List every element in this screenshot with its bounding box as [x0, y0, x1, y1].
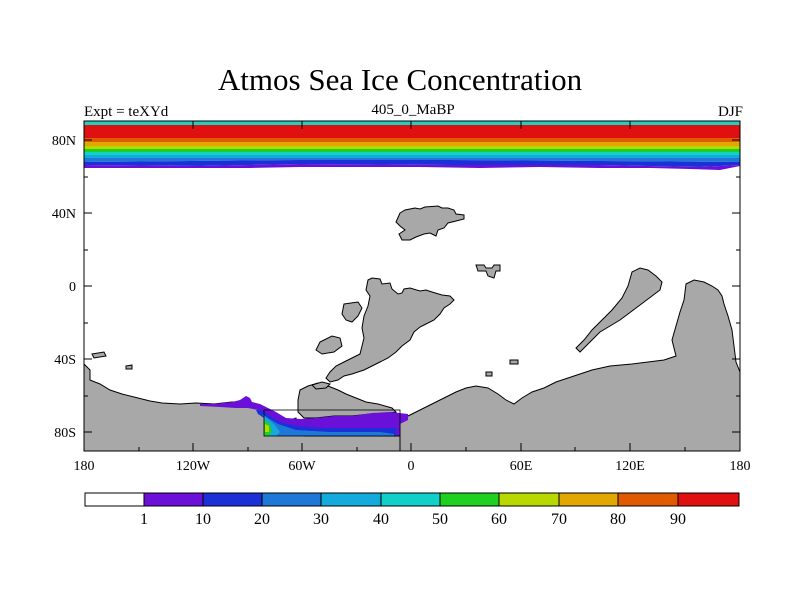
colorbar-label-30: 30: [313, 511, 329, 528]
x-tick-120w: 120W: [176, 459, 211, 474]
colorbar-label-20: 20: [254, 511, 270, 528]
y-tick-40n: 40N: [52, 207, 76, 222]
x-tick-120e: 120E: [615, 459, 645, 474]
colorbar-box-8: [558, 492, 619, 507]
colorbar-label-70: 70: [551, 511, 567, 528]
colorbar-box-5: [380, 492, 441, 507]
x-tick-180e: 180: [730, 459, 751, 474]
x-tick-0: 0: [408, 459, 415, 474]
page-title: Atmos Sea Ice Concentration: [217, 62, 583, 97]
colorbar: [84, 492, 740, 507]
colorbar-box-6: [439, 492, 500, 507]
y-tick-0: 0: [69, 280, 76, 295]
antarctic-sea-ice: [200, 396, 408, 437]
x-tick-180w: 180: [74, 459, 95, 474]
colorbar-box-4: [320, 492, 382, 507]
y-tick-80n: 80N: [52, 134, 76, 149]
colorbar-box-0: [84, 492, 145, 507]
experiment-label: Expt = teXYd: [84, 104, 169, 120]
tick-marks: [84, 121, 740, 451]
x-tick-60w: 60W: [288, 459, 316, 474]
colorbar-box-7: [498, 492, 560, 507]
colorbar-label-40: 40: [373, 511, 389, 528]
season-label: DJF: [717, 104, 743, 120]
arctic-sea-ice: [84, 121, 740, 170]
colorbar-label-1: 1: [140, 511, 148, 528]
time-label: 405_0_MaBP: [371, 102, 455, 118]
x-tick-60e: 60E: [510, 459, 533, 474]
colorbar-label-80: 80: [610, 511, 626, 528]
colorbar-box-10: [677, 492, 740, 507]
colorbar-label-50: 50: [432, 511, 448, 528]
y-tick-40s: 40S: [54, 353, 76, 368]
colorbar-box-3: [261, 492, 322, 507]
colorbar-label-10: 10: [195, 511, 211, 528]
y-tick-80s: 80S: [54, 426, 76, 441]
colorbar-label-90: 90: [670, 511, 686, 528]
colorbar-box-2: [202, 492, 263, 507]
colorbar-box-1: [143, 492, 204, 507]
colorbar-box-9: [617, 492, 679, 507]
colorbar-label-60: 60: [491, 511, 507, 528]
